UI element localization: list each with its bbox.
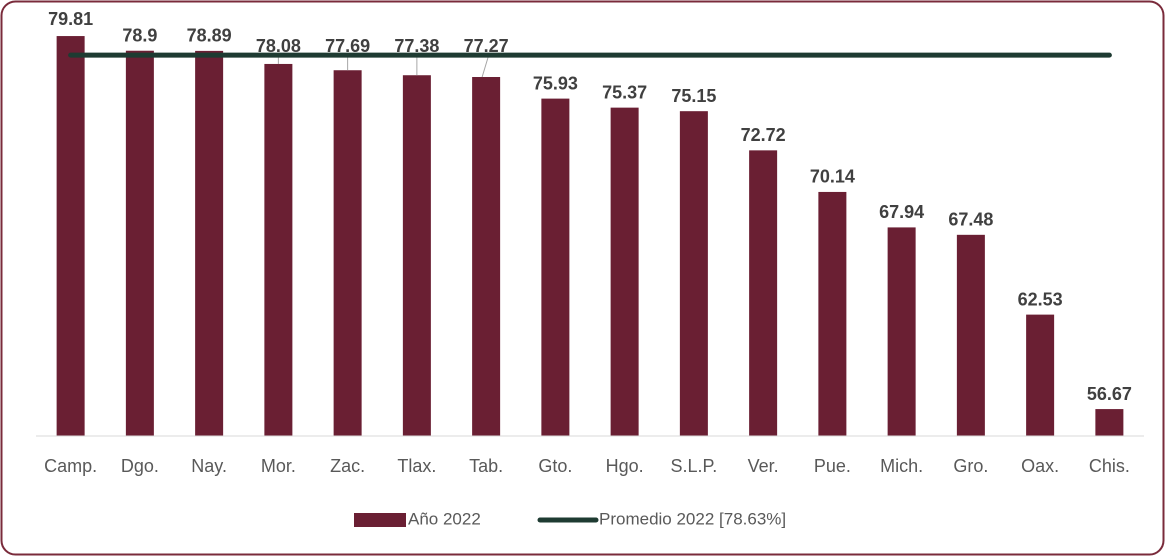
bar [1095, 409, 1124, 436]
x-tick-label: Gto. [538, 456, 572, 476]
legend-swatch [354, 513, 406, 527]
value-label: 78.89 [187, 26, 232, 46]
value-label: 62.53 [1018, 289, 1063, 309]
bar [749, 150, 778, 436]
value-label: 67.48 [948, 210, 993, 230]
value-label: 75.15 [671, 86, 716, 106]
x-tick-label: Nay. [191, 456, 227, 476]
bar [125, 50, 154, 437]
bar [887, 227, 916, 436]
bar [402, 75, 431, 436]
x-tick-label: Hgo. [606, 456, 644, 476]
x-tick-label: Zac. [330, 456, 365, 476]
bar [818, 191, 847, 436]
x-tick-label: Dgo. [121, 456, 159, 476]
value-label: 77.38 [394, 36, 439, 56]
x-tick-label: Ver. [748, 456, 779, 476]
x-tick-label: Gro. [953, 456, 988, 476]
bar [1026, 314, 1055, 436]
bar [56, 36, 85, 436]
x-tick-label: Mor. [261, 456, 296, 476]
bar [195, 50, 224, 437]
x-tick-label: Mich. [880, 456, 923, 476]
value-label: 79.81 [48, 9, 93, 29]
bar [679, 111, 708, 436]
x-tick-label: S.L.P. [671, 456, 718, 476]
legend-label: Año 2022 [408, 509, 481, 528]
legend-label: Promedio 2022 [78.63%] [599, 509, 786, 528]
leader-line [481, 56, 489, 78]
value-label: 67.94 [879, 202, 924, 222]
x-tick-label: Oax. [1021, 456, 1059, 476]
x-tick-label: Pue. [814, 456, 851, 476]
value-label: 75.37 [602, 82, 647, 102]
value-label: 77.27 [464, 36, 509, 56]
x-tick-label: Tlax. [397, 456, 436, 476]
value-label: 77.69 [325, 36, 370, 56]
bar [472, 77, 501, 436]
value-label: 56.67 [1087, 384, 1132, 404]
bar [264, 63, 293, 436]
x-tick-label: Camp. [44, 456, 97, 476]
x-tick-label: Tab. [469, 456, 503, 476]
value-label: 75.93 [533, 73, 578, 93]
value-label: 72.72 [741, 125, 786, 145]
bar [333, 70, 362, 437]
bar [541, 98, 570, 436]
x-tick-label: Chis. [1089, 456, 1130, 476]
value-label: 78.9 [122, 25, 157, 45]
value-label: 78.08 [256, 36, 301, 56]
bar [610, 107, 639, 437]
value-label: 70.14 [810, 167, 855, 187]
bar [956, 234, 985, 436]
